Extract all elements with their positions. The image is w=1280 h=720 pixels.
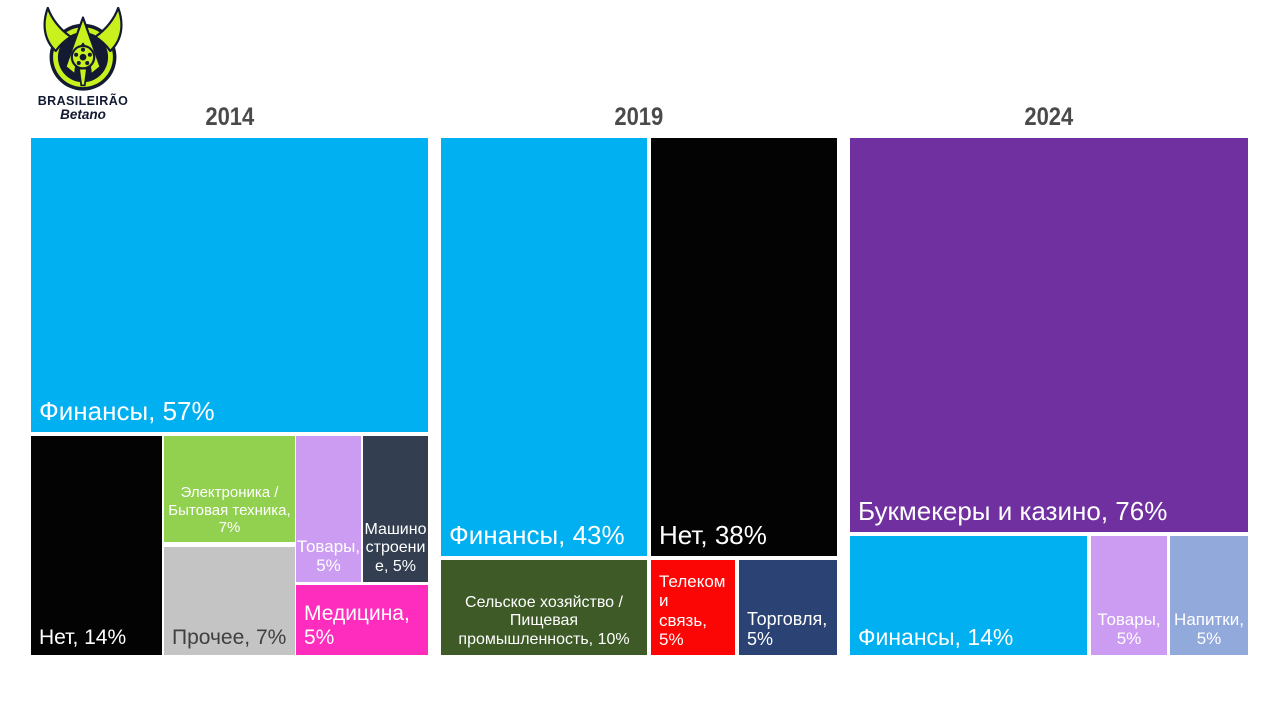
treemap-2014: Финансы, 57% Нет, 14% Электроника / Быто… — [31, 138, 428, 655]
year-label: 2024 — [1024, 102, 1074, 131]
treemap-tile-finansy-14: Финансы, 14% — [850, 536, 1087, 655]
year-header-2019: 2019 — [441, 100, 837, 134]
tile-label: Финансы, 43% — [449, 520, 625, 551]
treemap-tile-medicina-5: Медицина, 5% — [296, 585, 428, 655]
treemap-tile-selskoe-hozyaystvo-10: Сельское хозяйство / Пищевая промышленно… — [441, 560, 647, 655]
tile-label: Электроника / Бытовая техника, 7% — [168, 484, 291, 536]
tile-label: Сельское хозяйство / Пищевая промышленно… — [458, 593, 630, 648]
treemap-tile-bukmekery-76: Букмекеры и казино, 76% — [850, 138, 1248, 532]
tile-label: Телеком и связь, 5% — [659, 571, 726, 650]
tile-label: Напитки, 5% — [1174, 609, 1244, 649]
year-header-2014: 2014 — [31, 100, 428, 134]
tile-label: Финансы, 57% — [39, 396, 215, 427]
logo-subtitle: Betano — [60, 107, 106, 123]
logo-title: BRASILEIRÃO — [37, 94, 129, 108]
treemap-tile-finansy-57: Финансы, 57% — [31, 138, 428, 432]
treemap-tile-mashinostroenie-5: Машино строени е, 5% — [363, 436, 428, 582]
brasileirao-logo-emblem — [43, 7, 123, 91]
treemap-tile-finansy-43: Финансы, 43% — [441, 138, 647, 556]
tile-label: Нет, 38% — [659, 520, 767, 551]
treemap-tile-net-14: Нет, 14% — [31, 436, 162, 655]
treemap-tile-elektronika-7: Электроника / Бытовая техника, 7% — [164, 436, 295, 542]
treemap-2019: Финансы, 43% Нет, 38% Сельское хозяйство… — [441, 138, 837, 655]
year-label: 2014 — [205, 102, 254, 131]
tile-label: Нет, 14% — [39, 625, 127, 649]
tile-label: Торговля, 5% — [747, 608, 828, 650]
tile-label: Товары, 5% — [296, 536, 361, 576]
tile-label: Букмекеры и казино, 76% — [858, 496, 1168, 527]
treemap-tile-prochee-7: Прочее, 7% — [164, 547, 295, 655]
tile-label: Прочее, 7% — [172, 625, 287, 649]
tile-label: Машино строени е, 5% — [364, 520, 427, 575]
treemap-tile-torgovlya-5: Торговля, 5% — [739, 560, 837, 655]
treemap-tile-tovary24-5: Товары, 5% — [1091, 536, 1167, 655]
treemap-tile-tovary-5: Товары, 5% — [296, 436, 361, 582]
treemap-tile-napitki-5: Напитки, 5% — [1170, 536, 1248, 655]
year-label: 2019 — [614, 102, 664, 131]
tile-label: Финансы, 14% — [858, 623, 1014, 650]
tile-label: Товары, 5% — [1097, 609, 1161, 649]
treemap-2024: Букмекеры и казино, 76% Финансы, 14% Тов… — [850, 138, 1248, 655]
tile-label: Медицина, 5% — [304, 601, 410, 649]
treemap-tile-net-38: Нет, 38% — [651, 138, 837, 556]
brasileirao-betano-logo: BRASILEIRÃO Betano — [30, 7, 136, 123]
treemap-tile-telekom-5: Телеком и связь, 5% — [651, 560, 735, 655]
year-header-2024: 2024 — [850, 100, 1248, 134]
